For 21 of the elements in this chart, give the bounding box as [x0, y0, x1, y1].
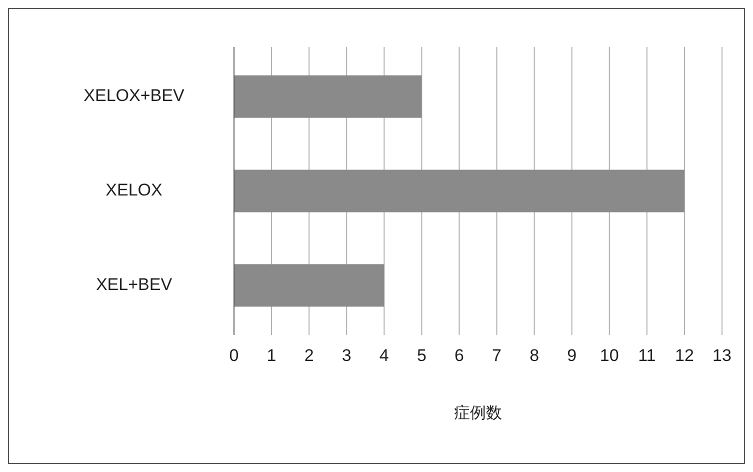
x-tick-label: 13 [712, 346, 732, 365]
x-tick-label: 0 [229, 346, 239, 365]
x-tick-label: 1 [266, 346, 276, 365]
x-tick-label: 11 [638, 346, 656, 365]
x-tick-label: 7 [492, 346, 502, 365]
x-tick-label: 6 [454, 346, 464, 365]
y-tick-label: XELOX+BEV [84, 86, 185, 106]
bar [234, 264, 384, 307]
bar [234, 170, 684, 212]
x-tick-label: 10 [600, 346, 619, 365]
x-tick-label: 8 [530, 346, 540, 365]
x-tick-label: 2 [304, 346, 314, 365]
y-tick-label: XEL+BEV [96, 274, 173, 294]
x-tick-label: 4 [379, 346, 389, 365]
x-tick-label: 12 [675, 346, 694, 365]
x-tick-label: 5 [416, 346, 426, 365]
y-tick-label: XELOX [106, 180, 162, 200]
x-tick-label: 9 [567, 346, 577, 365]
x-tick-label: 3 [342, 346, 352, 365]
bar [234, 75, 422, 118]
x-axis-title: 症例数 [454, 404, 502, 422]
